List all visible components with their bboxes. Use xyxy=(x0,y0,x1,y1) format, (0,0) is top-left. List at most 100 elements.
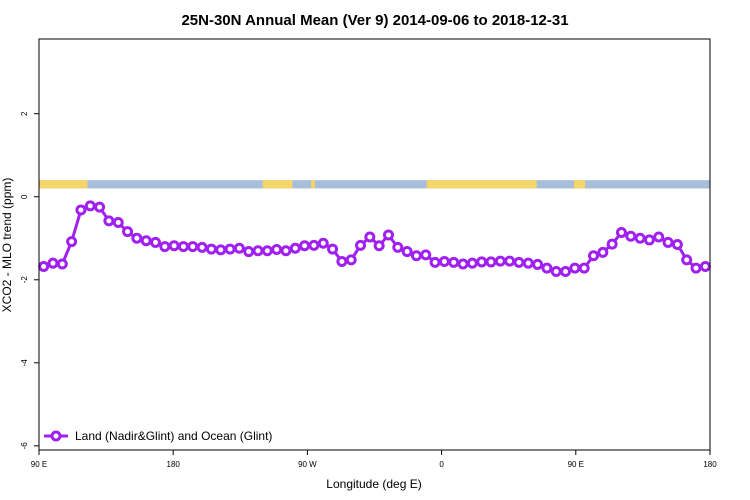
data-point xyxy=(177,241,189,253)
data-point xyxy=(494,255,506,267)
data-point xyxy=(75,204,87,216)
x-axis-ticks: 90 E 180 90 W 0 90 E 180 xyxy=(31,450,717,469)
data-point xyxy=(382,229,394,241)
data-point xyxy=(485,256,497,268)
data-point xyxy=(420,249,432,261)
data-point xyxy=(597,246,609,258)
data-point xyxy=(504,255,516,267)
data-point xyxy=(448,256,460,268)
data-point xyxy=(140,235,152,247)
data-point xyxy=(243,246,255,258)
y-tick-label: -2 xyxy=(20,276,29,284)
data-point xyxy=(159,241,171,253)
data-point xyxy=(653,231,665,243)
y-tick-label: 0 xyxy=(20,194,29,199)
data-point xyxy=(550,265,562,277)
data-point xyxy=(224,243,236,255)
data-point xyxy=(233,242,245,254)
data-point xyxy=(205,243,217,255)
data-point xyxy=(215,244,227,256)
data-point xyxy=(56,258,68,270)
y-axis-ticks: 2 0 -2 -4 -6 xyxy=(20,111,39,449)
land-segment xyxy=(262,180,293,189)
data-point xyxy=(690,262,702,274)
data-point xyxy=(280,245,292,257)
x-axis-label: Longitude (deg E) xyxy=(326,477,421,491)
data-point xyxy=(606,238,618,250)
data-point xyxy=(532,258,544,270)
land-segment xyxy=(39,180,88,189)
data-point xyxy=(643,234,655,246)
chart-title: 25N-30N Annual Mean (Ver 9) 2014-09-06 t… xyxy=(181,12,568,29)
legend-marker-swatch xyxy=(50,430,62,442)
legend: Land (Nadir&Glint) and Ocean (Glint) xyxy=(44,429,272,443)
y-tick-label: 2 xyxy=(20,111,29,116)
plot-frame xyxy=(38,38,711,451)
data-point xyxy=(131,232,143,244)
land-ocean-mask-band xyxy=(39,180,710,189)
x-tick-label: 180 xyxy=(703,460,717,469)
data-point xyxy=(196,241,208,253)
x-tick-label: 90 E xyxy=(31,460,47,469)
data-point xyxy=(662,236,674,248)
data-point xyxy=(327,243,339,255)
data-point xyxy=(345,254,357,266)
x-tick-label: 90 W xyxy=(298,460,317,469)
data-point xyxy=(625,230,637,242)
data-point xyxy=(103,215,115,227)
x-tick-label: 0 xyxy=(439,460,444,469)
data-point xyxy=(317,237,329,249)
ocean-band xyxy=(39,180,710,189)
data-point xyxy=(94,201,106,213)
data-point xyxy=(681,254,693,266)
data-point xyxy=(578,262,590,274)
data-point xyxy=(252,245,264,257)
data-point xyxy=(271,243,283,255)
data-point xyxy=(522,257,534,269)
data-point xyxy=(541,262,553,274)
y-axis-label: XCO2 - MLO trend (ppm) xyxy=(0,178,14,313)
data-point xyxy=(299,240,311,252)
data-point xyxy=(513,256,525,268)
plot-series xyxy=(38,200,711,277)
land-segment xyxy=(426,180,537,189)
data-point xyxy=(355,239,367,251)
data-point xyxy=(410,250,422,262)
data-point xyxy=(401,246,413,258)
data-point xyxy=(476,256,488,268)
data-point xyxy=(168,240,180,252)
data-point xyxy=(261,245,273,257)
y-tick-label: -6 xyxy=(20,442,29,450)
data-point xyxy=(466,257,478,269)
data-point xyxy=(308,239,320,251)
data-point xyxy=(84,200,96,212)
data-point xyxy=(47,257,59,269)
data-point xyxy=(429,256,441,268)
data-point xyxy=(438,256,450,268)
data-point xyxy=(289,242,301,254)
data-point xyxy=(187,241,199,253)
data-point xyxy=(699,261,711,273)
data-point xyxy=(336,256,348,268)
data-point xyxy=(38,261,50,273)
y-tick-label: -4 xyxy=(20,359,29,367)
legend-label: Land (Nadir&Glint) and Ocean (Glint) xyxy=(75,429,272,443)
data-point xyxy=(671,239,683,250)
data-point xyxy=(373,240,385,252)
x-tick-label: 90 E xyxy=(568,460,584,469)
data-point xyxy=(634,232,646,244)
data-point xyxy=(560,265,572,277)
data-point xyxy=(66,236,78,248)
data-point xyxy=(149,236,161,248)
data-point xyxy=(569,262,581,274)
data-point xyxy=(392,241,404,253)
land-segment xyxy=(311,180,315,189)
data-point xyxy=(457,258,469,270)
land-segment xyxy=(573,180,586,189)
data-point xyxy=(122,226,134,238)
data-point xyxy=(112,216,124,228)
data-point xyxy=(615,226,627,238)
data-point xyxy=(588,250,600,262)
data-point xyxy=(364,231,376,243)
